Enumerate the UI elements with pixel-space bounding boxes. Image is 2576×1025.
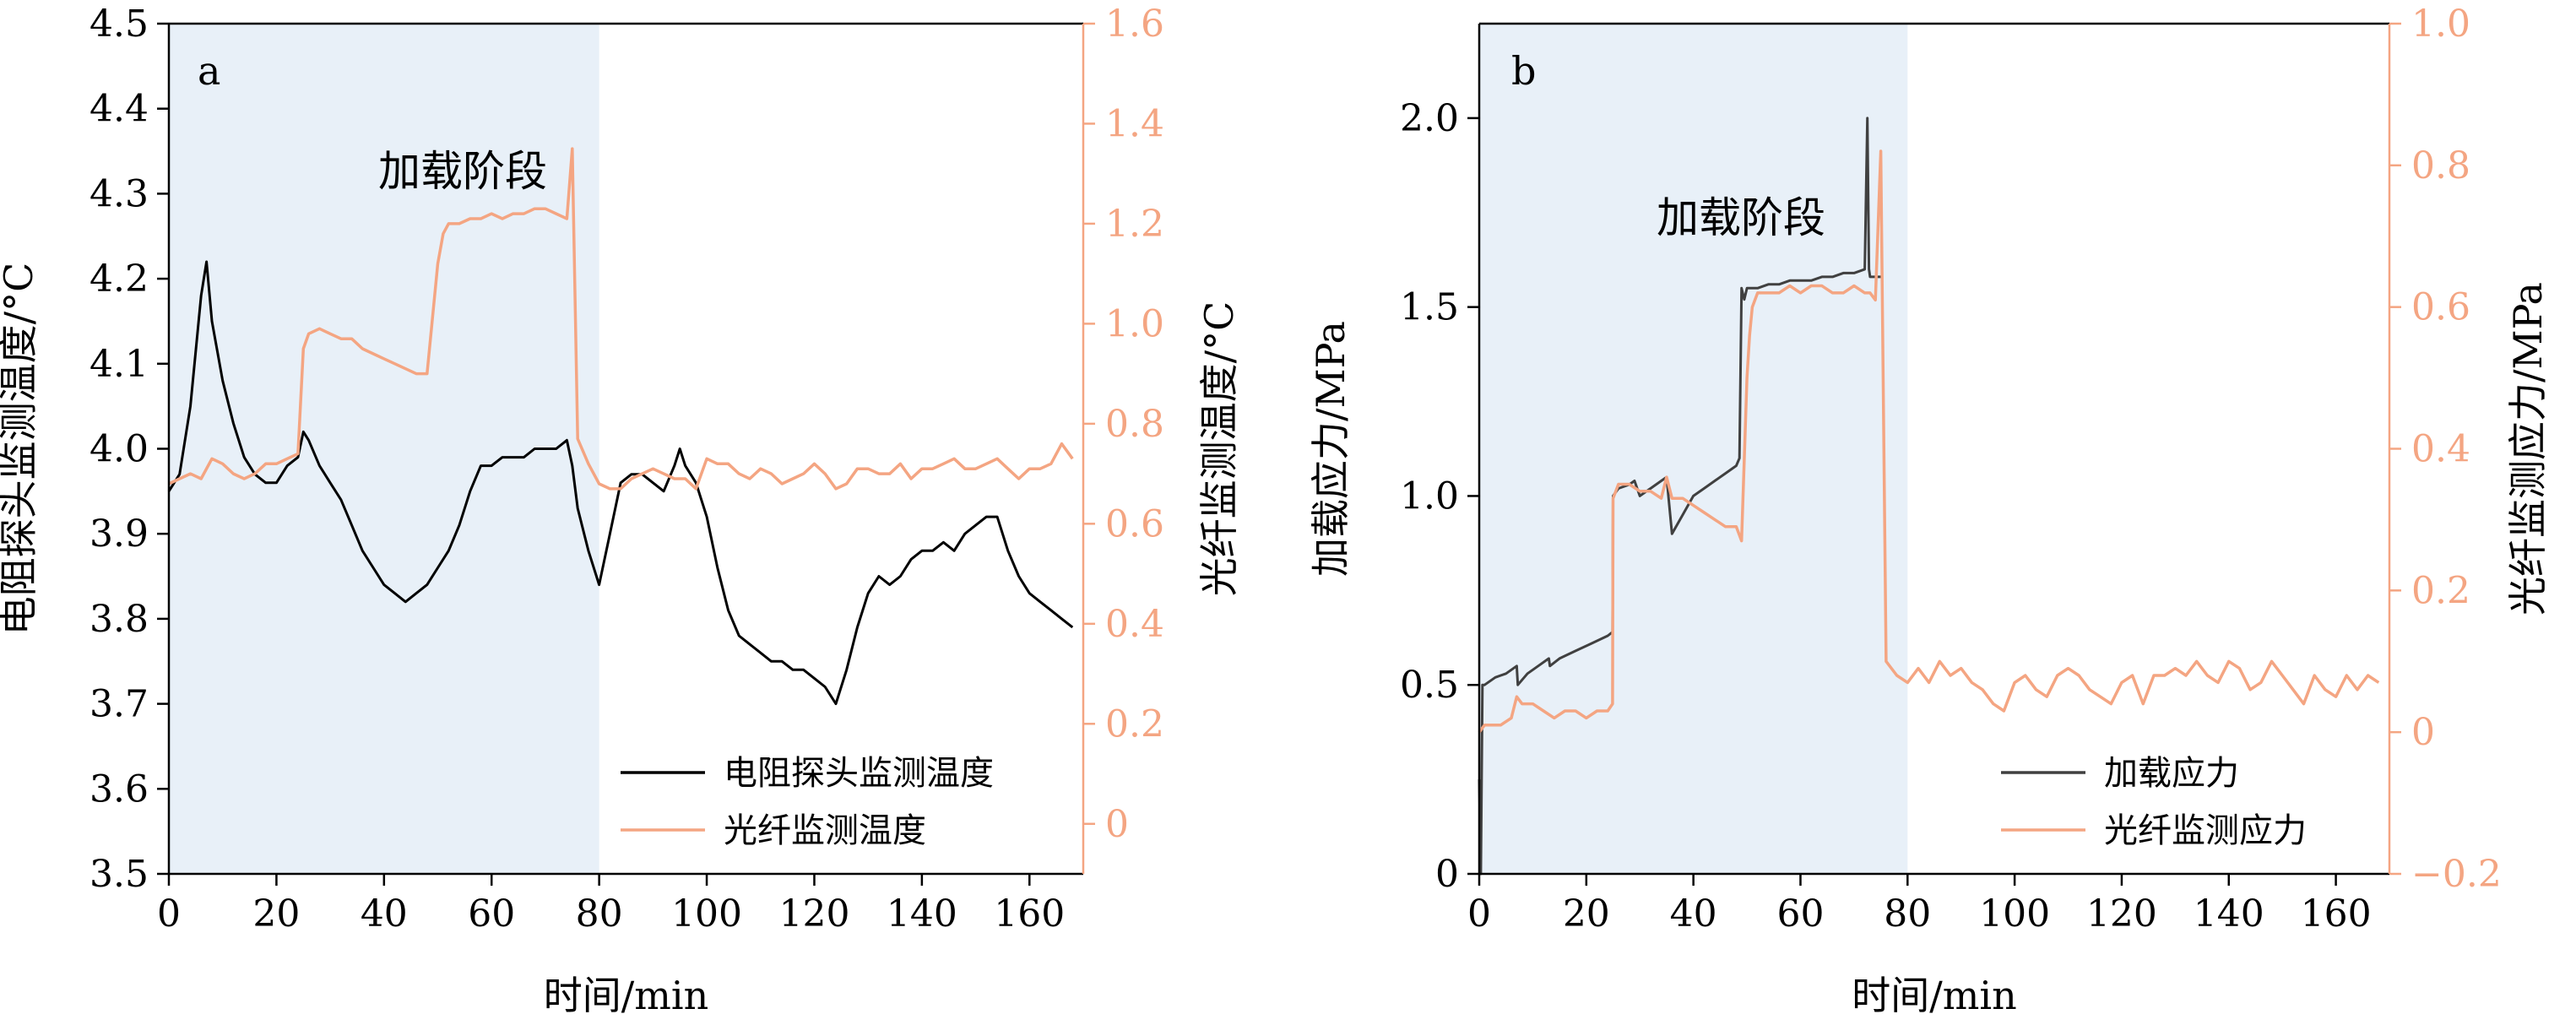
y-right-tick-label: 1.4 (1105, 102, 1164, 145)
x-tick-label: 80 (1884, 892, 1931, 936)
x-axis-title: 时间/min (544, 973, 708, 1018)
series-line-2 (1478, 149, 2380, 734)
legend-label: 光纤监测应力 (2104, 811, 2307, 850)
y-right-tick-label: 0.4 (1105, 603, 1164, 646)
y-right-tick-label: 1.6 (1105, 3, 1164, 46)
y-right-tick-label: −0.2 (2411, 853, 2502, 896)
y-right-tick-label: 1.0 (1105, 302, 1164, 345)
x-tick-label: 100 (1979, 892, 2050, 936)
y-right-tick-label: 0 (1105, 803, 1129, 846)
y-right-axis-title: 光纤监测温度/°C (1196, 301, 1242, 597)
x-tick-label: 60 (468, 892, 515, 936)
panel-b: 0 20 40 60 80 100 120 140 160 0 0.5 1.0 1.5 2.0 −0.2 0 0… (1308, 3, 2551, 1018)
series-line-1 (1478, 117, 1881, 876)
y-left-tick-label: 3.8 (89, 598, 149, 641)
y-left-tick-label: 2.0 (1400, 97, 1459, 140)
y-left-tick-label: 1.5 (1400, 286, 1459, 329)
x-axis-title: 时间/min (1852, 973, 2016, 1018)
y-right-axis-title: 光纤监测应力/MPa (2505, 282, 2551, 616)
y-right-tick-label: 0.6 (1105, 502, 1164, 545)
x-tick-label: 40 (1670, 892, 1717, 936)
y-right-tick-label: 0.2 (2411, 569, 2470, 612)
y-right-tick-label: 0.4 (2411, 428, 2470, 471)
y-left-axis-title: 加载应力/MPa (1308, 321, 1353, 577)
x-tick-label: 20 (252, 892, 300, 936)
panel-a: 0 20 40 60 80 100 120 140 160 3.5 3.6 3.7 3.8 3.9 4.0 4… (0, 3, 1242, 1018)
x-tick-label: 100 (671, 892, 742, 936)
x-tick-label: 120 (2086, 892, 2157, 936)
series-line-1 (167, 260, 1074, 706)
x-tick-label: 0 (157, 892, 181, 936)
panel-label: a (198, 48, 220, 94)
x-tick-label: 160 (994, 892, 1065, 936)
legend-label: 加载应力 (2104, 754, 2239, 793)
y-left-tick-label: 4.3 (89, 172, 149, 215)
panel-label: b (1511, 48, 1536, 94)
y-right-tick-label: 0.6 (2411, 286, 2470, 329)
y-left-tick-label: 3.5 (89, 853, 149, 896)
x-tick-label: 140 (887, 892, 957, 936)
x-tick-label: 60 (1776, 892, 1824, 936)
y-left-tick-label: 0.5 (1400, 664, 1459, 707)
y-left-tick-label: 4.4 (89, 88, 149, 131)
x-tick-label: 160 (2301, 892, 2372, 936)
y-left-tick-label: 4.1 (89, 343, 149, 386)
loading-stage-annotation: 加载阶段 (378, 147, 547, 196)
y-left-tick-label: 3.9 (89, 512, 149, 556)
y-right-tick-label: 0.8 (1105, 403, 1164, 446)
y-right-tick-label: 1.0 (2411, 3, 2470, 46)
y-left-tick-label: 3.7 (89, 683, 149, 726)
loading-stage-annotation: 加载阶段 (1657, 193, 1825, 242)
y-left-tick-label: 4.0 (89, 428, 149, 471)
x-tick-label: 40 (361, 892, 408, 936)
y-left-tick-label: 0 (1435, 853, 1459, 896)
y-right-tick-label: 0.8 (2411, 144, 2470, 187)
y-left-tick-label: 1.0 (1400, 475, 1459, 518)
series-line-2 (168, 147, 1074, 491)
y-right-tick-label: 0.2 (1105, 702, 1164, 746)
legend-label: 电阻探头监测温度 (724, 754, 994, 793)
y-right-tick-label: 0 (2411, 711, 2435, 754)
y-right-tick-label: 1.2 (1105, 203, 1164, 246)
x-tick-label: 120 (778, 892, 849, 936)
x-tick-label: 0 (1467, 892, 1491, 936)
x-tick-label: 20 (1563, 892, 1610, 936)
y-left-axis-title: 电阻探头监测温度/°C (0, 263, 41, 636)
x-tick-label: 80 (576, 892, 623, 936)
y-left-tick-label: 4.5 (89, 3, 149, 46)
legend-label: 光纤监测温度 (724, 811, 926, 850)
x-tick-label: 140 (2194, 892, 2264, 936)
y-left-tick-label: 3.6 (89, 767, 149, 811)
loading-stage-region (1479, 24, 1908, 874)
y-left-tick-label: 4.2 (89, 258, 149, 301)
